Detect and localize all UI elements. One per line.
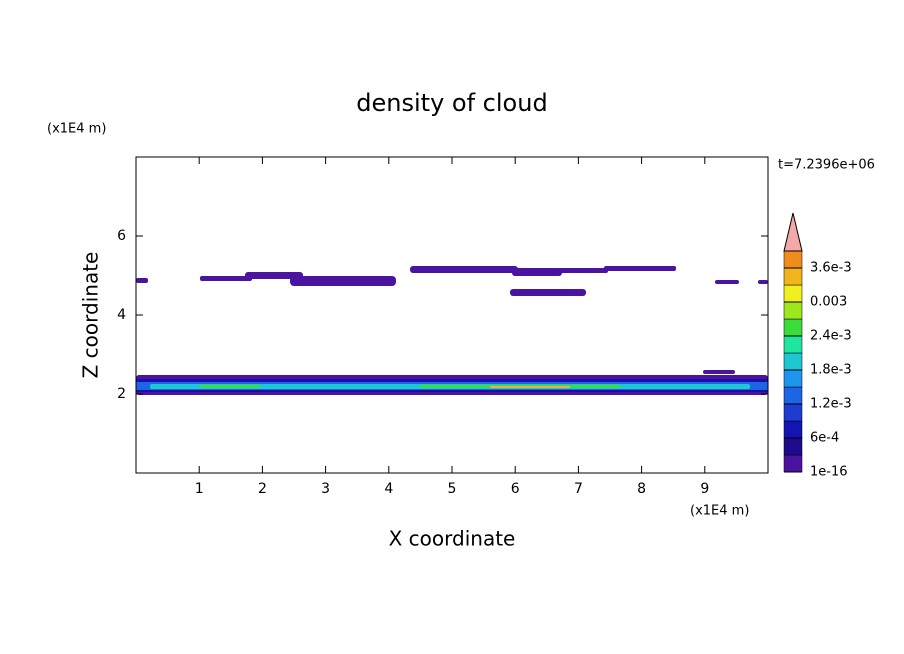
x-tick-label: 4 [384,481,393,497]
y-tick-label: 4 [117,307,126,323]
x-tick-label: 9 [700,481,709,497]
colorbar-band [783,301,803,320]
colorbar-band [783,335,803,354]
colorbar-band [783,420,803,439]
colorbar-tick-label: 0.003 [810,295,847,310]
colorbar-band [783,403,803,422]
colorbar-band [783,369,803,388]
colorbar-tick-label: 1.8e-3 [810,363,852,378]
colorbar-band [783,386,803,405]
colorbar-band [783,454,803,473]
y-tick-label: 2 [117,386,126,402]
colorbar-band [783,284,803,303]
time-label: t=7.2396e+06 [778,158,875,173]
x-tick-label: 6 [511,481,520,497]
x-tick-label: 7 [574,481,583,497]
colorbar-tick-label: 6e-4 [810,431,839,446]
colorbar-band [783,250,803,269]
colorbar-band [783,437,803,456]
x-tick-label: 5 [448,481,457,497]
colorbar-tick-label: 2.4e-3 [810,329,852,344]
colorbar-extension [783,212,803,252]
x-tick-label: 8 [637,481,646,497]
cloud-field [136,266,768,395]
x-tick-label: 1 [195,481,204,497]
colorbar-tick-label: 1e-16 [810,465,848,480]
y-unit: (x1E4 m) [47,122,106,137]
colorbar-band [783,267,803,286]
colorbar-band [783,318,803,337]
colorbar-tick-label: 1.2e-3 [810,397,852,412]
colorbar-tick-label: 3.6e-3 [810,261,852,276]
x-tick-label: 3 [321,481,330,497]
y-axis-label: Z coordinate [79,252,103,379]
x-tick-label: 2 [258,481,267,497]
x-axis-label: X coordinate [389,527,516,551]
x-unit: (x1E4 m) [690,504,749,519]
chart-title: density of cloud [356,89,547,117]
y-tick-label: 6 [117,228,126,244]
colorbar-band [783,352,803,371]
